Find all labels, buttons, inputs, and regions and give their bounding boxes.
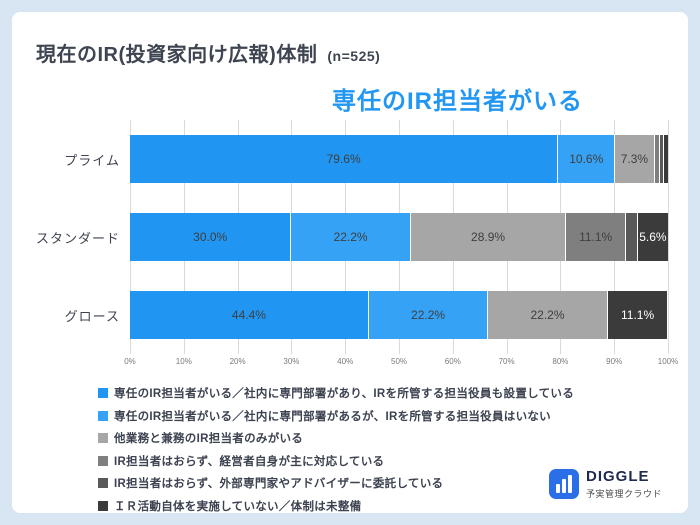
bar-segment: 22.2% (368, 291, 489, 339)
logo-name: DIGGLE (585, 468, 650, 485)
gridline (668, 120, 669, 354)
chart-annotation: 専任のIR担当者がいる (332, 88, 583, 115)
bar-segment: 11.1% (566, 213, 626, 261)
bar-row: スタンダード 30.0% 22.2% 28.9% 11.1% 5.6% (36, 198, 668, 276)
bar-segment: 10.6% (558, 135, 616, 183)
sample-size: (n=525) (327, 48, 381, 64)
x-axis-tick: 60% (444, 357, 461, 366)
legend-label: 他業務と兼務のIR担当者のみがいる (114, 433, 304, 445)
bar-segment-value: 79.6% (326, 152, 361, 166)
bar-segment-value: 5.6% (639, 230, 667, 244)
legend-item: 専任のIR担当者がいる／社内に専門部署があるが、IRを所管する担当役員はいない (98, 408, 668, 424)
legend-label: IR担当者はおらず、経営者自身が主に対応している (114, 455, 385, 468)
bar-segment-value: 22.2% (333, 230, 368, 244)
x-axis-tick: 0% (124, 357, 136, 366)
bar-row: プライム 79.6% 10.6% 7.3% (64, 120, 668, 198)
legend-label: ＩＲ活動自体を実施していない／体制は未整備 (114, 500, 362, 513)
legend-swatch (98, 433, 108, 443)
bar-segment: 22.2% (488, 291, 608, 339)
bar-track: 30.0% 22.2% 28.9% 11.1% 5.6% (130, 213, 668, 261)
bar-track: 44.4% 22.2% 22.2% 11.1% (130, 291, 668, 339)
legend-swatch (98, 455, 108, 466)
bar-segment: 5.6% (637, 213, 668, 261)
diggle-logo: DIGGLE 予実管理クラウド (548, 468, 662, 500)
bar-segment: 79.6% (130, 135, 559, 183)
legend-item: ＩＲ活動自体を実施していない／体制は未整備 (98, 498, 668, 514)
bar-segment-value: 22.2% (411, 308, 446, 322)
category-label: スタンダード (36, 230, 121, 246)
legend: 専任のIR担当者がいる／社内に専門部署があり、IRを所管する担当役員も設置してい… (98, 385, 668, 513)
logo-bar-icon (567, 475, 572, 493)
legend-item: IR担当者はおらず、経営者自身が主に対応している (98, 453, 668, 469)
bar-segment (654, 135, 660, 183)
plot-area: プライム 79.6% 10.6% 7.3% スタンダード 30.0% 22.2% 28.9% 1… (36, 120, 669, 354)
chart-card: 現在のIR(投資家向け広報)体制 (n=525) 専任のIR担当者がいる プライ… (12, 12, 688, 513)
legend-item: 他業務と兼務のIR担当者のみがいる (98, 430, 668, 446)
diggle-logo-icon (548, 469, 579, 499)
x-axis-tick: 30% (283, 357, 300, 366)
stacked-bar-chart: プライム 79.6% 10.6% 7.3% スタンダード 30.0% 22.2% 28.9% 1… (36, 120, 678, 371)
bar-segment (664, 135, 668, 183)
logo-bar-icon (561, 479, 566, 493)
legend-label: 専任のIR担当者がいる／社内に専門部署があり、IRを所管する担当役員も設置してい… (114, 388, 574, 400)
bar-segment-value: 7.3% (620, 152, 649, 166)
legend-swatch (98, 410, 108, 421)
bar-segment: 11.1% (607, 291, 668, 339)
legend-item: 専任のIR担当者がいる／社内に専門部署があり、IRを所管する担当役員も設置してい… (98, 385, 668, 401)
legend-swatch (98, 500, 108, 511)
bar-segment-value: 28.9% (471, 230, 506, 244)
x-axis-tick: 20% (229, 357, 246, 366)
bar-segment-value: 11.1% (620, 308, 655, 322)
x-axis-tick: 100% (657, 357, 679, 366)
legend-item: IR担当者はおらず、外部専門家やアドバイザーに委託している (98, 475, 668, 491)
x-axis: 0% 10% 20% 30% 40% 50% 60% 70% 80% 90% 100% (124, 357, 678, 371)
legend-swatch (98, 478, 108, 488)
bar-segment-value: 10.6% (569, 152, 604, 166)
logo-subtitle: 予実管理クラウド (585, 489, 662, 499)
legend-label: 専任のIR担当者がいる／社内に専門部署があるが、IRを所管する担当役員はいない (114, 410, 551, 423)
x-axis-tick: 90% (606, 357, 623, 366)
legend-label: IR担当者はおらず、外部専門家やアドバイザーに委託している (114, 478, 444, 490)
bar-row: グロース 44.4% 22.2% 22.2% 11.1% (65, 276, 668, 354)
bar-segment-value: 44.4% (231, 308, 266, 322)
x-axis-tick: 80% (552, 357, 569, 366)
category-label: プライム (64, 152, 120, 168)
logo-bar-icon (555, 484, 560, 493)
x-axis-tick: 10% (175, 357, 192, 366)
bar-segment: 30.0% (130, 213, 292, 261)
bar-segment: 28.9% (410, 213, 567, 261)
logo-text-wrap: DIGGLE 予実管理クラウド (586, 468, 662, 500)
bar-segment-value: 22.2% (530, 308, 565, 322)
bar-segment-value: 11.1% (579, 230, 613, 244)
bar-segment: 22.2% (291, 213, 411, 261)
page-title-text: 現在のIR(投資家向け広報)体制 (36, 44, 318, 66)
bar-track: 79.6% 10.6% 7.3% (130, 135, 668, 183)
bar-segment (659, 135, 665, 183)
bar-segment (625, 213, 638, 261)
x-axis-tick: 50% (390, 357, 408, 366)
bar-segment-value: 30.0% (193, 230, 228, 244)
category-label: グロース (64, 308, 120, 324)
bar-rows: プライム 79.6% 10.6% 7.3% スタンダード 30.0% 22.2% 28.9% 1… (36, 120, 668, 354)
legend-swatch (98, 388, 108, 398)
x-axis-tick: 40% (337, 357, 354, 366)
x-axis-tick: 70% (498, 357, 515, 366)
bar-segment: 7.3% (615, 135, 655, 183)
bar-segment: 44.4% (130, 291, 369, 339)
page-title: 現在のIR(投資家向け広報)体制 (n=525) (36, 38, 668, 67)
